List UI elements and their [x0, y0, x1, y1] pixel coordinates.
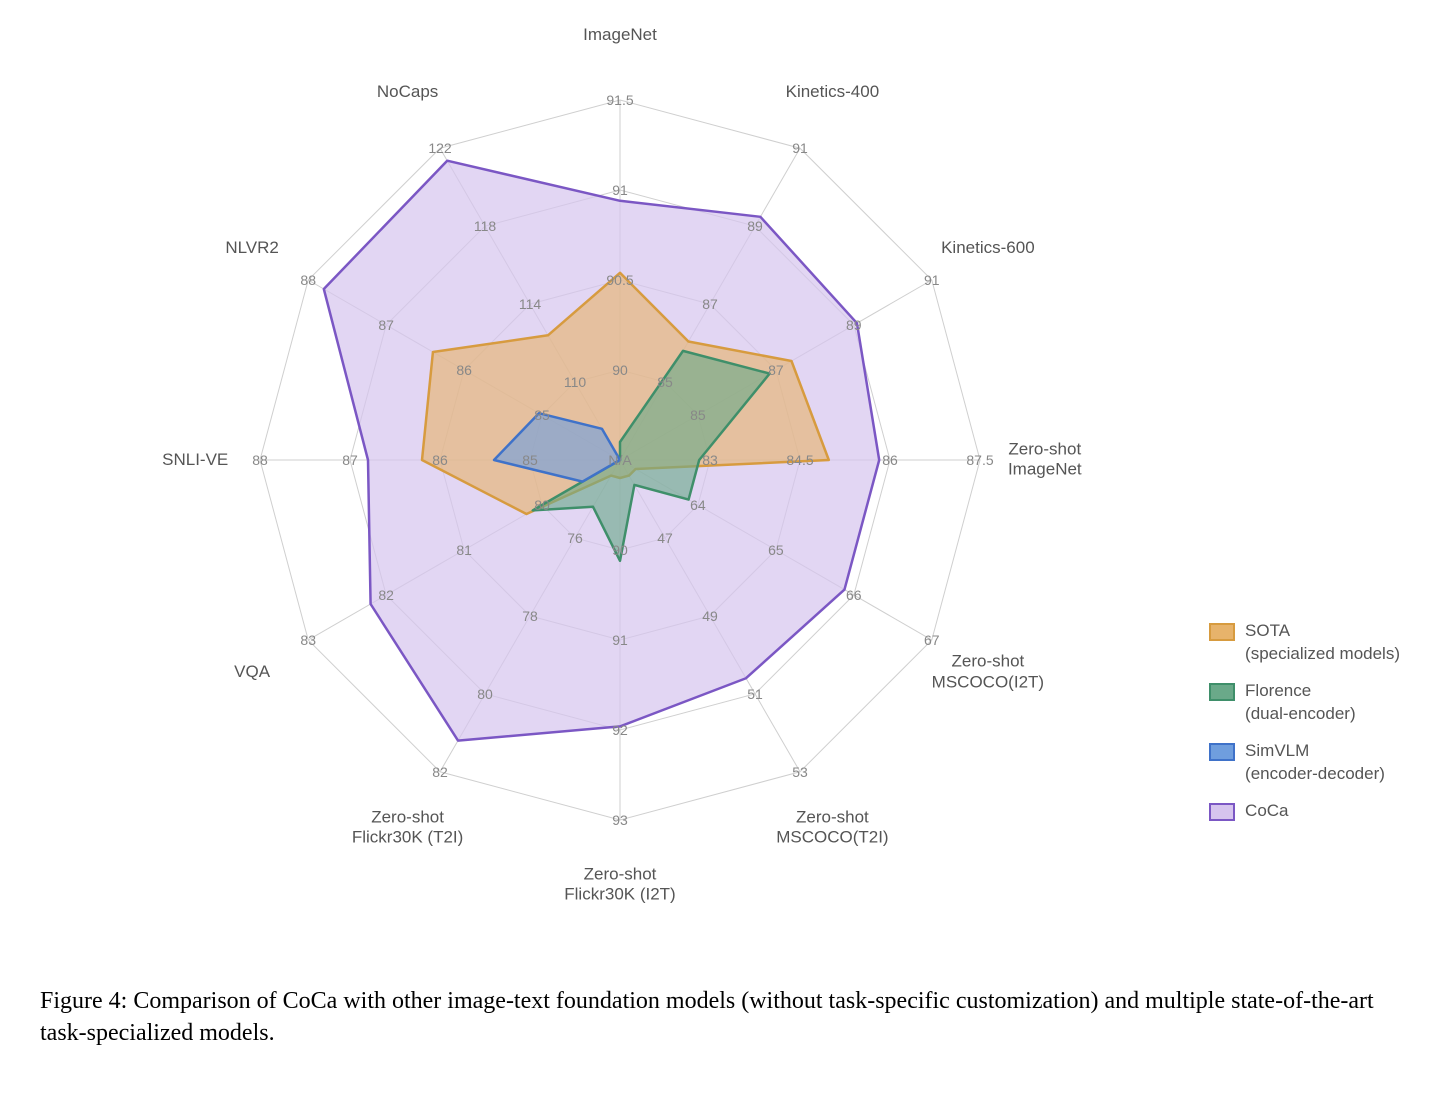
- tick-label: 53: [792, 764, 808, 780]
- tick-label: 83: [702, 452, 718, 468]
- legend-label: CoCa: [1245, 800, 1288, 823]
- tick-label: 87: [702, 296, 718, 312]
- tick-label: 89: [846, 317, 862, 333]
- tick-label: 118: [474, 218, 496, 234]
- tick-label: 80: [534, 497, 550, 513]
- tick-label: 91: [924, 272, 940, 288]
- center-label: N/A: [608, 452, 631, 468]
- tick-label: 88: [252, 452, 268, 468]
- tick-label: 85: [690, 407, 706, 423]
- tick-label: 66: [846, 587, 862, 603]
- tick-label: 90: [612, 362, 628, 378]
- tick-label: 82: [378, 587, 394, 603]
- tick-label: 84.5: [786, 452, 813, 468]
- tick-label: 85: [534, 407, 550, 423]
- legend-item: Florence (dual-encoder): [1209, 680, 1400, 726]
- tick-label: 114: [519, 296, 541, 312]
- tick-label: 83: [300, 632, 316, 648]
- legend-item: SimVLM (encoder-decoder): [1209, 740, 1400, 786]
- tick-label: 78: [522, 608, 538, 624]
- figure-container: 90 90.5 91 91.5 85 87 89 91 85 87 89 91 83 84.5 86 87.5…: [0, 0, 1430, 1114]
- tick-label: 91: [612, 632, 628, 648]
- tick-label: 64: [690, 497, 706, 513]
- tick-label: 82: [432, 764, 448, 780]
- tick-label: 93: [612, 812, 628, 828]
- tick-label: 85: [522, 452, 538, 468]
- tick-label: 91: [792, 140, 808, 156]
- legend-label: SOTA (specialized models): [1245, 620, 1400, 666]
- legend-label: SimVLM (encoder-decoder): [1245, 740, 1385, 786]
- legend-label: Florence (dual-encoder): [1245, 680, 1356, 726]
- tick-label: 110: [564, 374, 586, 390]
- tick-label: 49: [702, 608, 718, 624]
- tick-label: 85: [657, 374, 673, 390]
- tick-label: 86: [432, 452, 448, 468]
- axis-label: Zero-shot Flickr30K (I2T): [564, 864, 675, 905]
- tick-label: 81: [456, 542, 472, 558]
- axis-label: Zero-shot MSCOCO(T2I): [776, 807, 888, 848]
- axis-label: Zero-shot MSCOCO(I2T): [932, 652, 1044, 693]
- tick-label: 122: [428, 140, 451, 156]
- tick-label: 76: [567, 530, 583, 546]
- axis-label: Zero-shot ImageNet: [1008, 440, 1082, 481]
- tick-label: 89: [747, 218, 763, 234]
- tick-label: 91.5: [606, 92, 633, 108]
- tick-label: 51: [747, 686, 763, 702]
- axis-label: VQA: [234, 662, 270, 682]
- axis-label: Zero-shot Flickr30K (T2I): [352, 807, 463, 848]
- axis-label: Kinetics-600: [941, 237, 1035, 257]
- axis-label: NoCaps: [377, 82, 438, 102]
- tick-label: 67: [924, 632, 940, 648]
- axis-label: ImageNet: [583, 25, 657, 45]
- tick-label: 87: [378, 317, 394, 333]
- tick-label: 92: [612, 722, 628, 738]
- axis-label: SNLI-VE: [162, 450, 228, 470]
- tick-label: 91: [612, 182, 628, 198]
- legend-item: SOTA (specialized models): [1209, 620, 1400, 666]
- axis-label: Kinetics-400: [786, 82, 880, 102]
- tick-label: 65: [768, 542, 784, 558]
- legend-swatch: [1209, 743, 1235, 761]
- legend-item: CoCa: [1209, 800, 1400, 823]
- tick-label: 90: [612, 542, 628, 558]
- tick-label: 90.5: [606, 272, 633, 288]
- legend-swatch: [1209, 803, 1235, 821]
- legend: SOTA (specialized models) Florence (dual-…: [1209, 620, 1400, 837]
- legend-swatch: [1209, 683, 1235, 701]
- tick-label: 87.5: [966, 452, 993, 468]
- axis-label: NLVR2: [225, 237, 279, 257]
- tick-label: 86: [456, 362, 472, 378]
- tick-label: 86: [882, 452, 898, 468]
- legend-swatch: [1209, 623, 1235, 641]
- tick-label: 87: [768, 362, 784, 378]
- tick-label: 80: [477, 686, 493, 702]
- figure-caption: Figure 4: Comparison of CoCa with other …: [40, 985, 1390, 1050]
- tick-label: 87: [342, 452, 358, 468]
- tick-label: 88: [300, 272, 316, 288]
- tick-label: 47: [657, 530, 673, 546]
